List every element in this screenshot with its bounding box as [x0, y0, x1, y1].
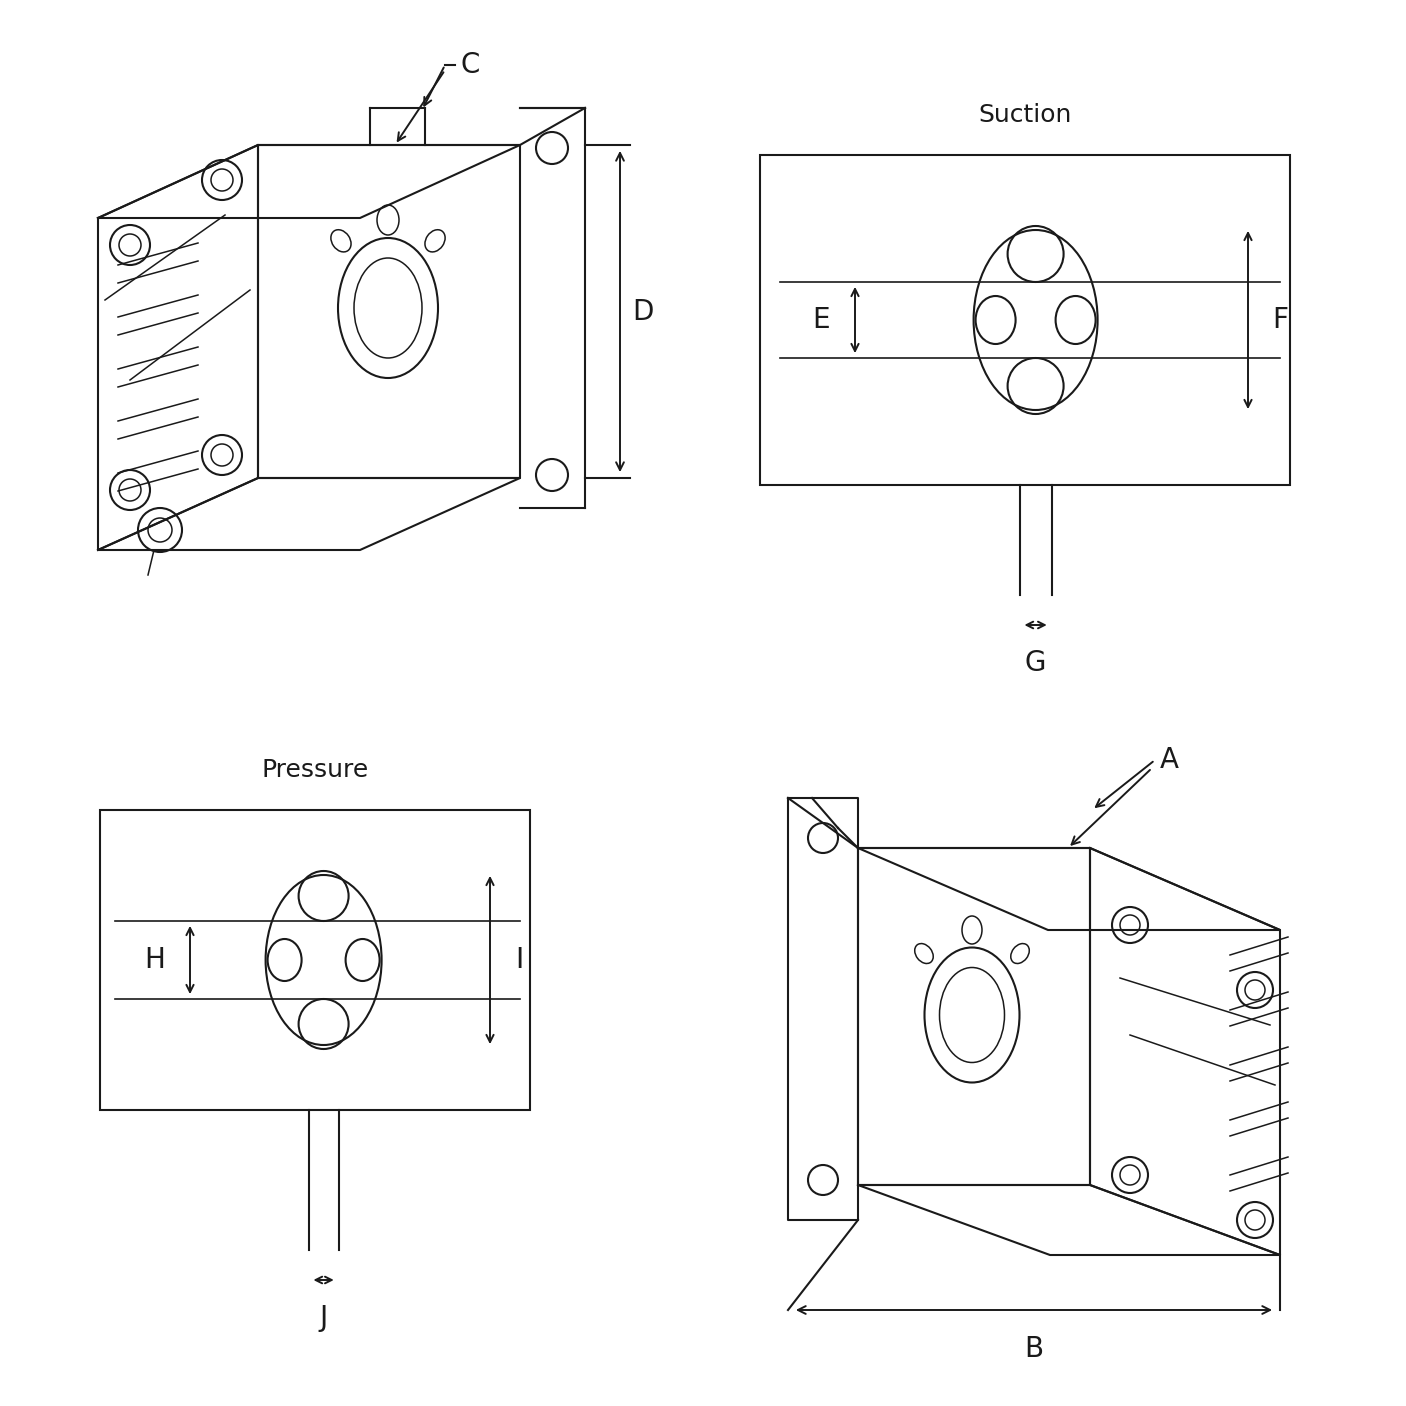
Bar	[761, 155, 1289, 485]
Text: I: I	[515, 946, 523, 974]
Text: C: C	[460, 51, 479, 79]
Text: G: G	[1025, 650, 1046, 678]
Text: A: A	[1160, 747, 1180, 773]
Text: Pressure: Pressure	[262, 758, 368, 782]
Text: D: D	[633, 298, 654, 326]
Text: F: F	[1272, 307, 1288, 335]
Text: J: J	[319, 1303, 328, 1331]
Text: Suction: Suction	[979, 103, 1071, 127]
Text: B: B	[1025, 1336, 1043, 1362]
Bar	[100, 810, 530, 1109]
Text: E: E	[813, 307, 830, 335]
Text: H: H	[145, 946, 165, 974]
